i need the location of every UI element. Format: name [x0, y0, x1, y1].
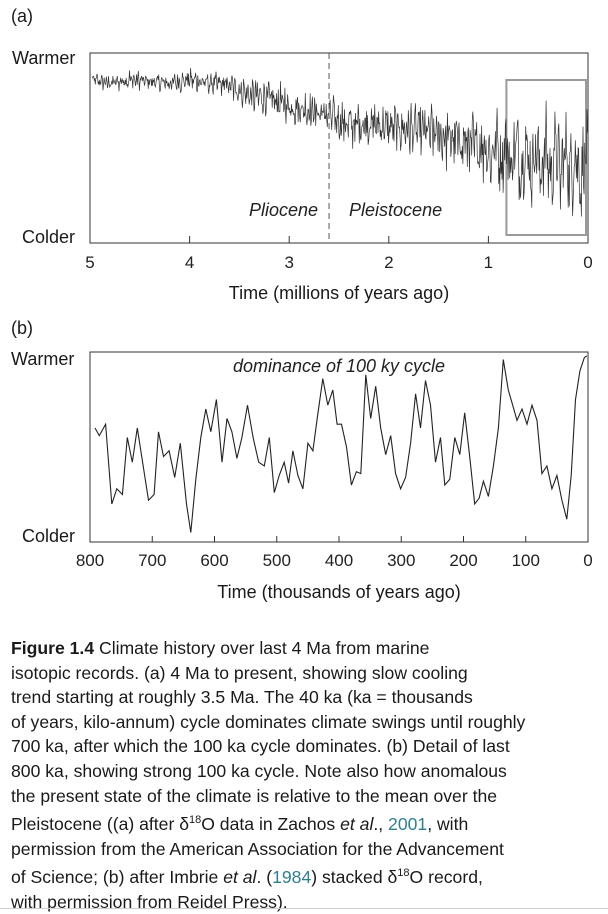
- caption-text-10b: . (: [256, 867, 273, 888]
- panel-a-colder-label: Colder: [22, 227, 76, 247]
- caption-line-6: 800 ka, showing strong 100 ka cycle. Not…: [11, 760, 507, 781]
- caption-line-2: isotopic records. (a) 4 Ma to present, s…: [11, 662, 468, 683]
- caption-text-8d: , with: [427, 814, 469, 835]
- caption-text-8a: Pleistocene ((a) after δ: [11, 814, 189, 835]
- caption-text-8c: .,: [373, 814, 389, 835]
- panel-a-tick-label-0: 5: [85, 253, 94, 272]
- caption-text-10a: of Science; (b) after Imbrie: [11, 867, 224, 888]
- caption-line-5: 700 ka, after which the 100 ka cycle dom…: [11, 736, 510, 757]
- panel-b-series-line: [94, 355, 588, 533]
- panel-b-warmer-label: Warmer: [11, 349, 75, 369]
- bottom-divider: [0, 908, 608, 909]
- panel-b-colder-label: Colder: [22, 526, 76, 546]
- caption-line-8: Pleistocene ((a) after δ18O data in Zach…: [11, 808, 601, 836]
- panel-b-tick-label-1: 700: [138, 551, 166, 570]
- caption-sup-10: 18: [397, 867, 410, 880]
- panel-b-chart: 800 700 600 500 400 300 200 100 0 dominance of 1…: [76, 351, 593, 570]
- panel-a-warmer-label: Warmer: [12, 48, 76, 68]
- panel-a-tick-label-1: 4: [185, 253, 194, 272]
- epoch-label-pliocene: Pliocene: [249, 200, 318, 220]
- panel-a-plot-frame: [89, 52, 589, 244]
- panel-b-plot-frame: [89, 351, 589, 543]
- caption-etal-10: et al: [223, 867, 257, 888]
- panel-b-tick-label-7: 100: [512, 551, 540, 570]
- caption-etal-8: et al: [340, 814, 374, 835]
- panel-a-x-axis-title: Time (millions of years ago): [228, 283, 450, 303]
- panel-b-tick-label-8: 0: [583, 551, 592, 570]
- epoch-label-pleistocene: Pleistocene: [349, 200, 442, 220]
- panel-a-label: (a): [11, 6, 33, 26]
- caption-text-10d: O record,: [409, 867, 483, 888]
- panel-a-tick-label-5: 0: [583, 253, 592, 272]
- panel-b-tick-label-0: 800: [76, 551, 104, 570]
- panel-a-chart: 5 4 3 2 1 0 Pliocene Pleistocene: [85, 52, 593, 272]
- caption-line-10: of Science; (b) after Imbrie et al. (198…: [11, 861, 601, 889]
- citation-link-2001[interactable]: 2001: [388, 814, 428, 835]
- caption-sup-8: 18: [188, 814, 202, 827]
- panel-a-series-line: [91, 67, 589, 217]
- panel-b-annotation: dominance of 100 ky cycle: [233, 356, 445, 376]
- figure-label: Figure 1.4: [11, 638, 95, 658]
- figure-caption: Figure 1.4 Climate history over last 4 M…: [11, 636, 601, 914]
- panel-a-tick-label-2: 3: [284, 253, 293, 272]
- citation-link-1984[interactable]: 1984: [272, 867, 312, 888]
- caption-line-11: with permission from Reidel Press).: [11, 891, 288, 912]
- panel-b-tick-label-3: 500: [263, 551, 291, 570]
- caption-text-8b: O data in Zachos: [201, 814, 341, 835]
- caption-text-1: Climate history over last 4 Ma from mari…: [99, 638, 430, 658]
- panel-a-tick-label-4: 1: [484, 253, 493, 272]
- panel-b-tick-label-6: 200: [449, 551, 477, 570]
- caption-line-3: trend starting at roughly 3.5 Ma. The 40…: [11, 687, 473, 708]
- panel-b-label: (b): [11, 318, 33, 338]
- panel-b-tick-label-5: 300: [387, 551, 415, 570]
- caption-line-9: permission from the American Association…: [11, 838, 504, 859]
- caption-line-1: Figure 1.4 Climate history over last 4 M…: [11, 636, 601, 661]
- panel-a-tick-label-3: 2: [384, 253, 393, 272]
- caption-line-7: the present state of the climate is rela…: [11, 785, 498, 806]
- panel-b-tick-label-4: 400: [325, 551, 353, 570]
- caption-line-4: of years, kilo-annum) cycle dominates cl…: [11, 711, 526, 732]
- caption-text-10c: ) stacked δ: [311, 867, 398, 888]
- panel-b-x-axis-title: Time (thousands of years ago): [217, 582, 461, 602]
- panel-b-tick-label-2: 600: [200, 551, 228, 570]
